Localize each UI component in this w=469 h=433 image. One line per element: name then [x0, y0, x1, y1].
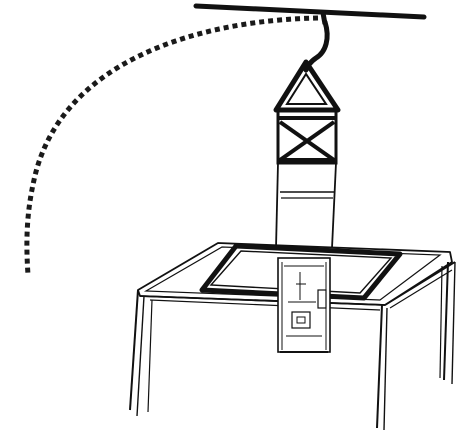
swing-arc-path [24, 15, 319, 276]
module-body [275, 162, 337, 249]
overhead-rail [193, 3, 427, 25]
module-lower-section [277, 257, 331, 353]
top-cross-brace [276, 109, 338, 165]
